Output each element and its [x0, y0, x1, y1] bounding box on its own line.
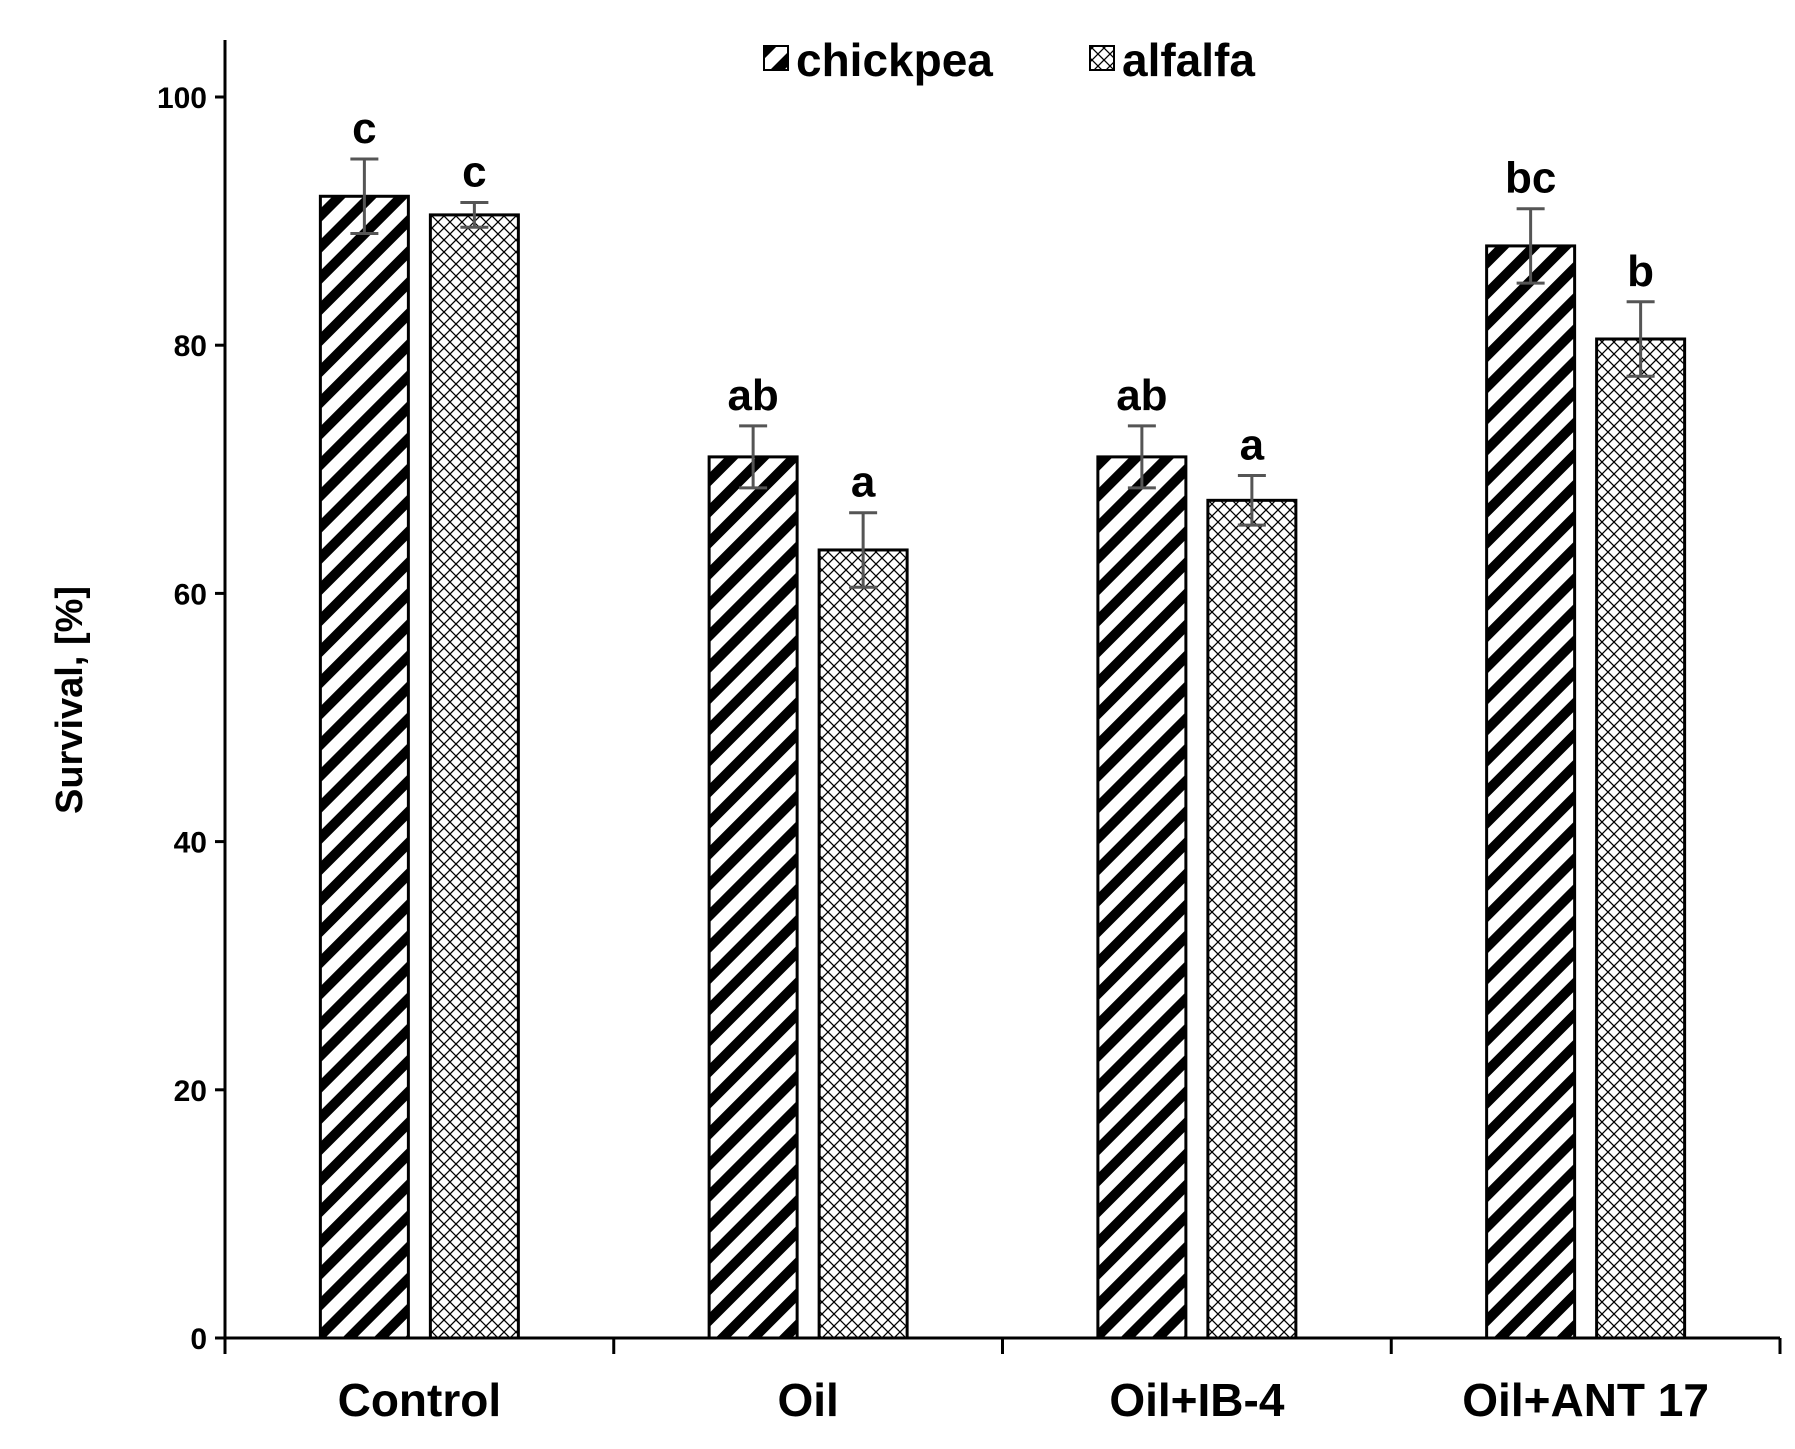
y-tick-label: 80	[174, 330, 207, 363]
y-tick-label: 0	[190, 1323, 207, 1356]
y-tick-label: 40	[174, 827, 207, 860]
significance-label: c	[352, 104, 376, 153]
legend: chickpea alfalfa	[763, 34, 1255, 86]
x-category-label: Oil+IB-4	[1109, 1374, 1285, 1426]
x-ticks: Control Oil Oil+IB-4 Oil+ANT 17	[223, 1338, 1782, 1426]
significance-label: a	[1240, 421, 1265, 470]
legend-item-alfalfa: alfalfa	[1089, 34, 1255, 86]
significance-label: bc	[1505, 154, 1556, 203]
bar-chickpea	[707, 455, 799, 1340]
bar-chickpea	[1485, 244, 1577, 1340]
x-category-label: Oil+ANT 17	[1462, 1374, 1709, 1426]
bar-alfalfa	[817, 548, 909, 1340]
bar-chickpea	[318, 194, 410, 1340]
significance-label: b	[1627, 247, 1654, 296]
y-axis: 0 20 40 60 80 100 Survival, [%]	[49, 40, 227, 1356]
legend-item-chickpea: chickpea	[763, 34, 993, 86]
legend-swatch-alfalfa	[1089, 45, 1115, 71]
x-category-label: Oil	[777, 1374, 838, 1426]
significance-label: ab	[1116, 371, 1167, 420]
bar-alfalfa	[1206, 498, 1298, 1340]
x-axis: Control Oil Oil+IB-4 Oil+ANT 17	[223, 1336, 1782, 1426]
y-axis-title: Survival, [%]	[49, 586, 91, 814]
bar-alfalfa	[428, 213, 520, 1340]
significance-label: c	[462, 147, 486, 196]
y-ticks: 0 20 40 60 80 100	[157, 82, 225, 1356]
x-category-label: Control	[338, 1374, 502, 1426]
y-tick-label: 20	[174, 1075, 207, 1108]
significance-label: a	[851, 458, 876, 507]
y-tick-label: 60	[174, 578, 207, 611]
significance-label: ab	[727, 371, 778, 420]
legend-swatch-chickpea	[763, 45, 789, 71]
legend-label-alfalfa: alfalfa	[1122, 34, 1255, 86]
legend-label-chickpea: chickpea	[796, 34, 993, 86]
bar-chickpea	[1096, 455, 1188, 1340]
bars: c c ab a ab a bc b	[318, 104, 1687, 1340]
y-tick-label: 100	[157, 82, 207, 115]
bar-alfalfa	[1595, 337, 1687, 1340]
